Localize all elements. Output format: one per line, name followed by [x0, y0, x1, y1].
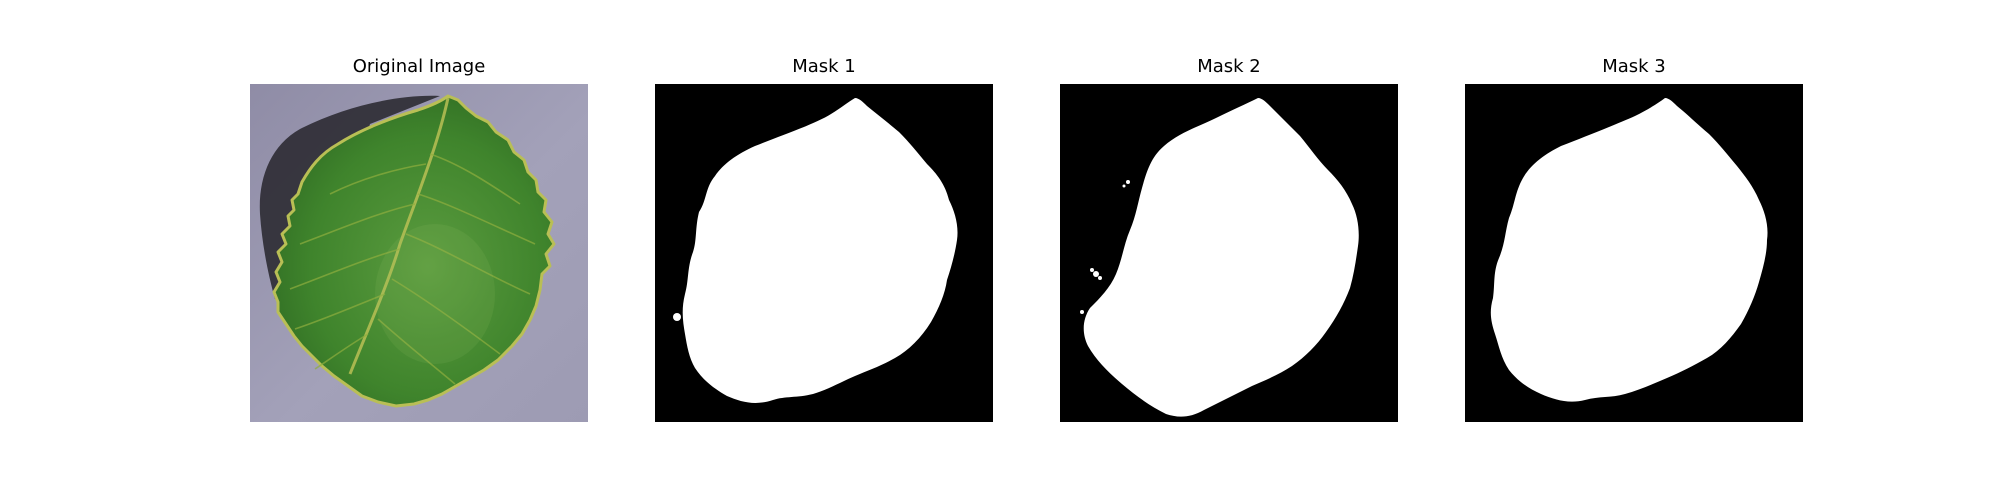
leaf-highlight	[375, 224, 495, 364]
title-original-image: Original Image	[250, 56, 588, 78]
mask-2-image	[1060, 84, 1398, 422]
mask-3	[1465, 84, 1803, 422]
title-mask-2: Mask 2	[1060, 56, 1398, 78]
mask-1	[655, 84, 993, 422]
title-mask-3: Mask 3	[1465, 56, 1803, 78]
original-image	[250, 84, 588, 422]
leaf-icon	[250, 84, 588, 422]
mask-3-image	[1465, 84, 1803, 422]
title-mask-1: Mask 1	[655, 56, 993, 78]
mask-1-image	[655, 84, 993, 422]
mask-2	[1060, 84, 1398, 422]
mask-1-speck	[673, 313, 681, 321]
